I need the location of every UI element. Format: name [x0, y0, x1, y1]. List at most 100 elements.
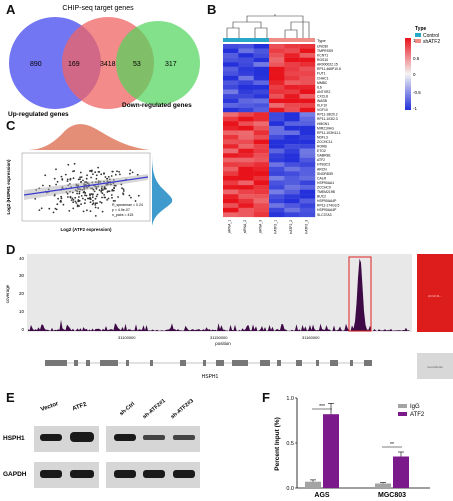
scatter-point: [84, 194, 86, 197]
heatmap-cell: [223, 162, 239, 168]
bar-legend-swatch-igg: [398, 404, 407, 408]
sig-label-ags: ***: [319, 404, 325, 410]
scatter-point: [100, 201, 103, 204]
heatmap-gene-label: CHAC1: [317, 76, 329, 80]
heatmap-sample-label: Control_siRNA_2: [243, 220, 247, 234]
scatter-point: [66, 178, 69, 181]
scatter-point: [91, 196, 94, 199]
heatmap-gene-label: ZCCHC9: [317, 185, 331, 189]
heatmap-cell: [223, 130, 239, 136]
heatmap-cell: [269, 166, 285, 172]
gene-model-side-label: GeneModel: [427, 365, 443, 369]
venn-count-up-chip: 169: [68, 61, 80, 68]
heatmap-cell: [253, 89, 270, 95]
heatmap-cell: [253, 198, 270, 204]
heatmap-cell: [299, 203, 316, 208]
heatmap-cell: [253, 48, 270, 54]
heatmap-cell: [223, 107, 239, 113]
heatmap-cell: [238, 71, 254, 77]
heatmap-legend-title: Type: [415, 26, 427, 32]
scatter-point: [99, 201, 101, 203]
heatmap-cell: [284, 125, 300, 131]
heatmap-cell: [253, 153, 270, 158]
scatter-point: [61, 178, 64, 180]
lane-label-shatf2-3: sh-ATF2#3: [170, 398, 195, 420]
heatmap-cell: [299, 194, 316, 199]
heatmap-cell: [299, 198, 316, 204]
scatter-point: [112, 200, 115, 202]
heatmap-sample-label: shATF2_1: [274, 220, 278, 234]
heatmap-cell: [238, 103, 254, 108]
heatmap-cell: [299, 212, 316, 218]
heatmap-cell: [299, 185, 316, 190]
bands-hsph1: [40, 432, 195, 442]
heatmap-gene-label: ANTXR2: [317, 90, 330, 94]
heatmap-cell: [253, 53, 270, 58]
scatter-point: [113, 186, 115, 189]
type-row-label: Type: [317, 38, 326, 43]
heatmap-gene-label: RP11-174G3.5: [317, 204, 339, 208]
scatter-point: [55, 208, 58, 211]
scatter-point: [129, 172, 131, 175]
track-ylabel: coverage: [5, 284, 10, 303]
scatter-point: [42, 184, 44, 187]
heatmap-cell: [223, 166, 239, 172]
heatmap-gene-label: UNC80: [317, 44, 328, 48]
heatmap-cell: [223, 48, 239, 54]
scatter-point: [110, 194, 113, 196]
heatmap-cell: [238, 189, 254, 195]
scatter-point: [94, 171, 97, 174]
heatmap-cell: [253, 75, 270, 81]
track-ytick-0: 0: [21, 327, 24, 332]
heatmap-cell: [253, 148, 270, 154]
heatmap-cell: [284, 98, 300, 104]
heatmap-cell: [299, 171, 316, 177]
scatter-point: [48, 185, 51, 187]
heatmap-cell: [284, 53, 300, 58]
heatmap-cell: [238, 48, 254, 54]
heatmap-cell: [269, 62, 285, 67]
bar-atf2-mgc803: [393, 456, 409, 488]
heatmap-cell: [238, 57, 254, 63]
heatmap-cell: [284, 162, 300, 168]
heatmap-cell: [269, 130, 285, 136]
regression-line: [23, 176, 149, 196]
bar-atf2-ags: [323, 414, 339, 488]
heatmap-gene-label: HSP90AA1: [317, 181, 334, 185]
scatter-point: [78, 192, 81, 195]
scatter-point: [136, 173, 139, 176]
heatmap-gene-label: VGF10: [317, 108, 328, 112]
scatter-point: [111, 196, 113, 199]
heatmap-cell: [238, 98, 254, 104]
heatmap-cell: [284, 148, 300, 154]
heatmap-cell: [299, 71, 316, 77]
scatter-point: [82, 197, 84, 200]
scatter-point: [98, 189, 101, 191]
heatmap-cell: [299, 180, 316, 186]
heatmap-gene-label: HTB3C3: [317, 163, 330, 167]
heatmap-cell: [284, 44, 300, 49]
venn-diagram: CHIP-seq target genes 890 169 3418 53 31…: [8, 5, 200, 118]
gene-model-exons: [45, 360, 372, 366]
heatmap-cell: [238, 62, 254, 67]
heatmap-cell: [238, 180, 254, 186]
lane-label-shatf2-1: sh-ATF2#1: [142, 398, 167, 420]
scatter-point: [69, 195, 72, 198]
heatmap-cell: [253, 212, 270, 218]
scatter-point: [94, 197, 97, 200]
heatmap-gene-label: IL6: [317, 85, 322, 89]
heatmap-cell: [284, 130, 300, 136]
heatmap-cell: [223, 62, 239, 67]
heatmap-cell: [253, 162, 270, 168]
heatmap-cell: [269, 212, 285, 218]
heatmap-gene-label: WASB: [317, 99, 328, 103]
scatter-point: [44, 174, 47, 177]
heatmap-cell: [238, 166, 254, 172]
heatmap-sample-labels: Control_siRNA_1 Control_siRNA_2 Control_si…: [228, 220, 309, 234]
heatmap-cell: [284, 189, 300, 195]
heatmap-cell: [223, 157, 239, 163]
scatter-point: [103, 194, 105, 196]
scatter-point: [76, 192, 78, 195]
heatmap-gene-label: KCNT1: [317, 54, 328, 58]
heatmap-cell: [223, 112, 239, 117]
